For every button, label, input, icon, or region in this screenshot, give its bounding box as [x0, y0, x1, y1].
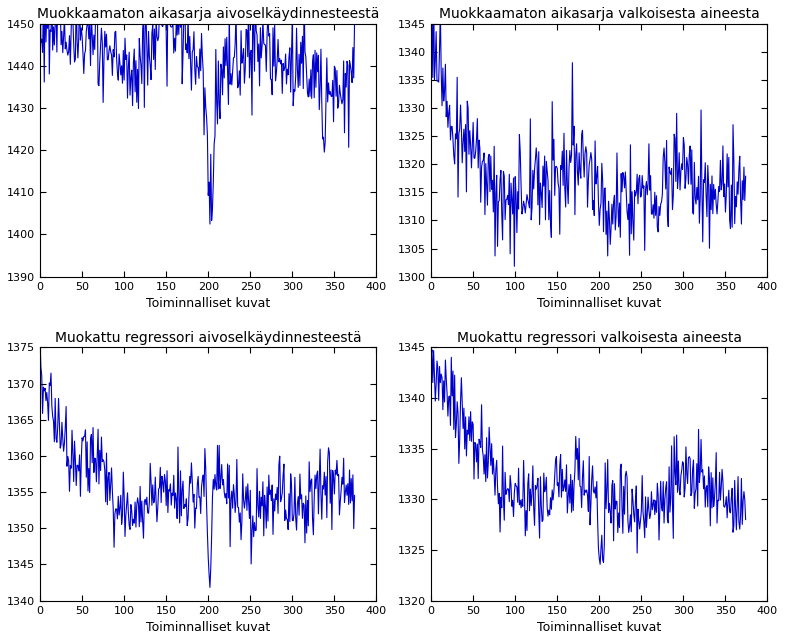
Title: Muokattu regressori valkoisesta aineesta: Muokattu regressori valkoisesta aineesta	[457, 331, 742, 345]
X-axis label: Toiminnalliset kuvat: Toiminnalliset kuvat	[537, 297, 662, 310]
Title: Muokattu regressori aivoselkäydinnesteestä: Muokattu regressori aivoselkäydinnestees…	[55, 331, 362, 345]
X-axis label: Toiminnalliset kuvat: Toiminnalliset kuvat	[537, 621, 662, 634]
X-axis label: Toiminnalliset kuvat: Toiminnalliset kuvat	[146, 621, 270, 634]
Title: Muokkaamaton aikasarja aivoselkäydinnesteestä: Muokkaamaton aikasarja aivoselkäydinnest…	[37, 7, 379, 21]
X-axis label: Toiminnalliset kuvat: Toiminnalliset kuvat	[146, 297, 270, 310]
Title: Muokkaamaton aikasarja valkoisesta aineesta: Muokkaamaton aikasarja valkoisesta ainee…	[439, 7, 760, 21]
